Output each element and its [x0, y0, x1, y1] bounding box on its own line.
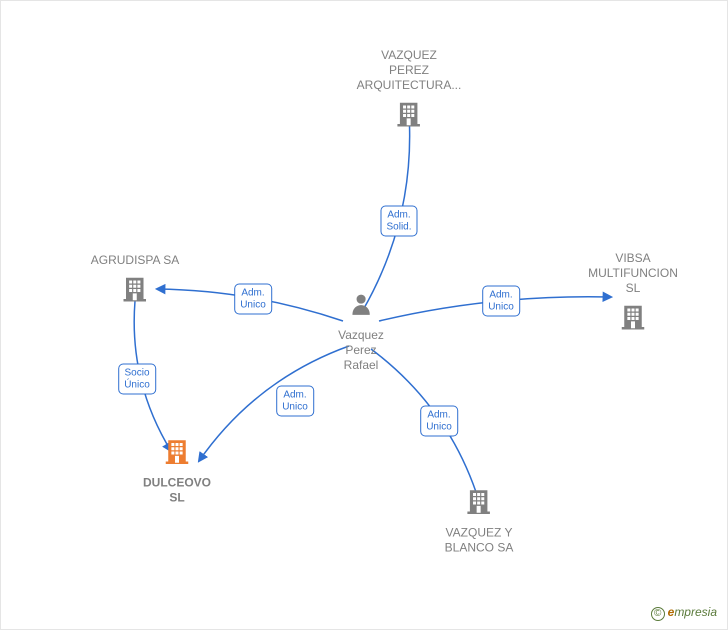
copyright-rest: mpresia	[674, 605, 717, 619]
building-icon	[445, 487, 514, 522]
building-icon	[586, 302, 680, 337]
node-top[interactable]: VAZQUEZ PEREZ ARQUITECTURA...	[357, 48, 462, 134]
node-right[interactable]: VIBSA MULTIFUNCION SL	[586, 251, 680, 337]
building-icon	[143, 437, 211, 472]
edge-label: Adm. Unico	[234, 284, 272, 315]
node-label: DULCEOVO SL	[143, 476, 211, 506]
node-label: AGRUDISPA SA	[91, 253, 179, 268]
edge-label: Adm. Solid.	[380, 206, 417, 237]
edge-label: Adm. Unico	[276, 386, 314, 417]
person-icon	[338, 289, 384, 324]
edge-label: Socio Único	[118, 364, 156, 395]
node-center[interactable]: Vazquez Perez Rafael	[338, 289, 384, 373]
node-label: VIBSA MULTIFUNCION SL	[586, 251, 680, 296]
building-icon	[357, 99, 462, 134]
node-label: VAZQUEZ Y BLANCO SA	[445, 526, 514, 556]
edge-center-botleft	[199, 346, 349, 461]
copyright: ©empresia	[651, 605, 717, 621]
node-left[interactable]: AGRUDISPA SA	[91, 253, 179, 309]
node-label: VAZQUEZ PEREZ ARQUITECTURA...	[357, 48, 462, 93]
edge-label: Adm. Unico	[420, 406, 458, 437]
node-botleft[interactable]: DULCEOVO SL	[143, 437, 211, 506]
building-icon	[91, 274, 179, 309]
node-botright[interactable]: VAZQUEZ Y BLANCO SA	[445, 487, 514, 556]
diagram-canvas: Vazquez Perez Rafael VAZQUEZ PEREZ ARQUIT…	[0, 0, 728, 630]
edge-label: Adm. Unico	[482, 286, 520, 317]
node-label: Vazquez Perez Rafael	[338, 328, 384, 373]
copyright-symbol: ©	[651, 607, 665, 621]
